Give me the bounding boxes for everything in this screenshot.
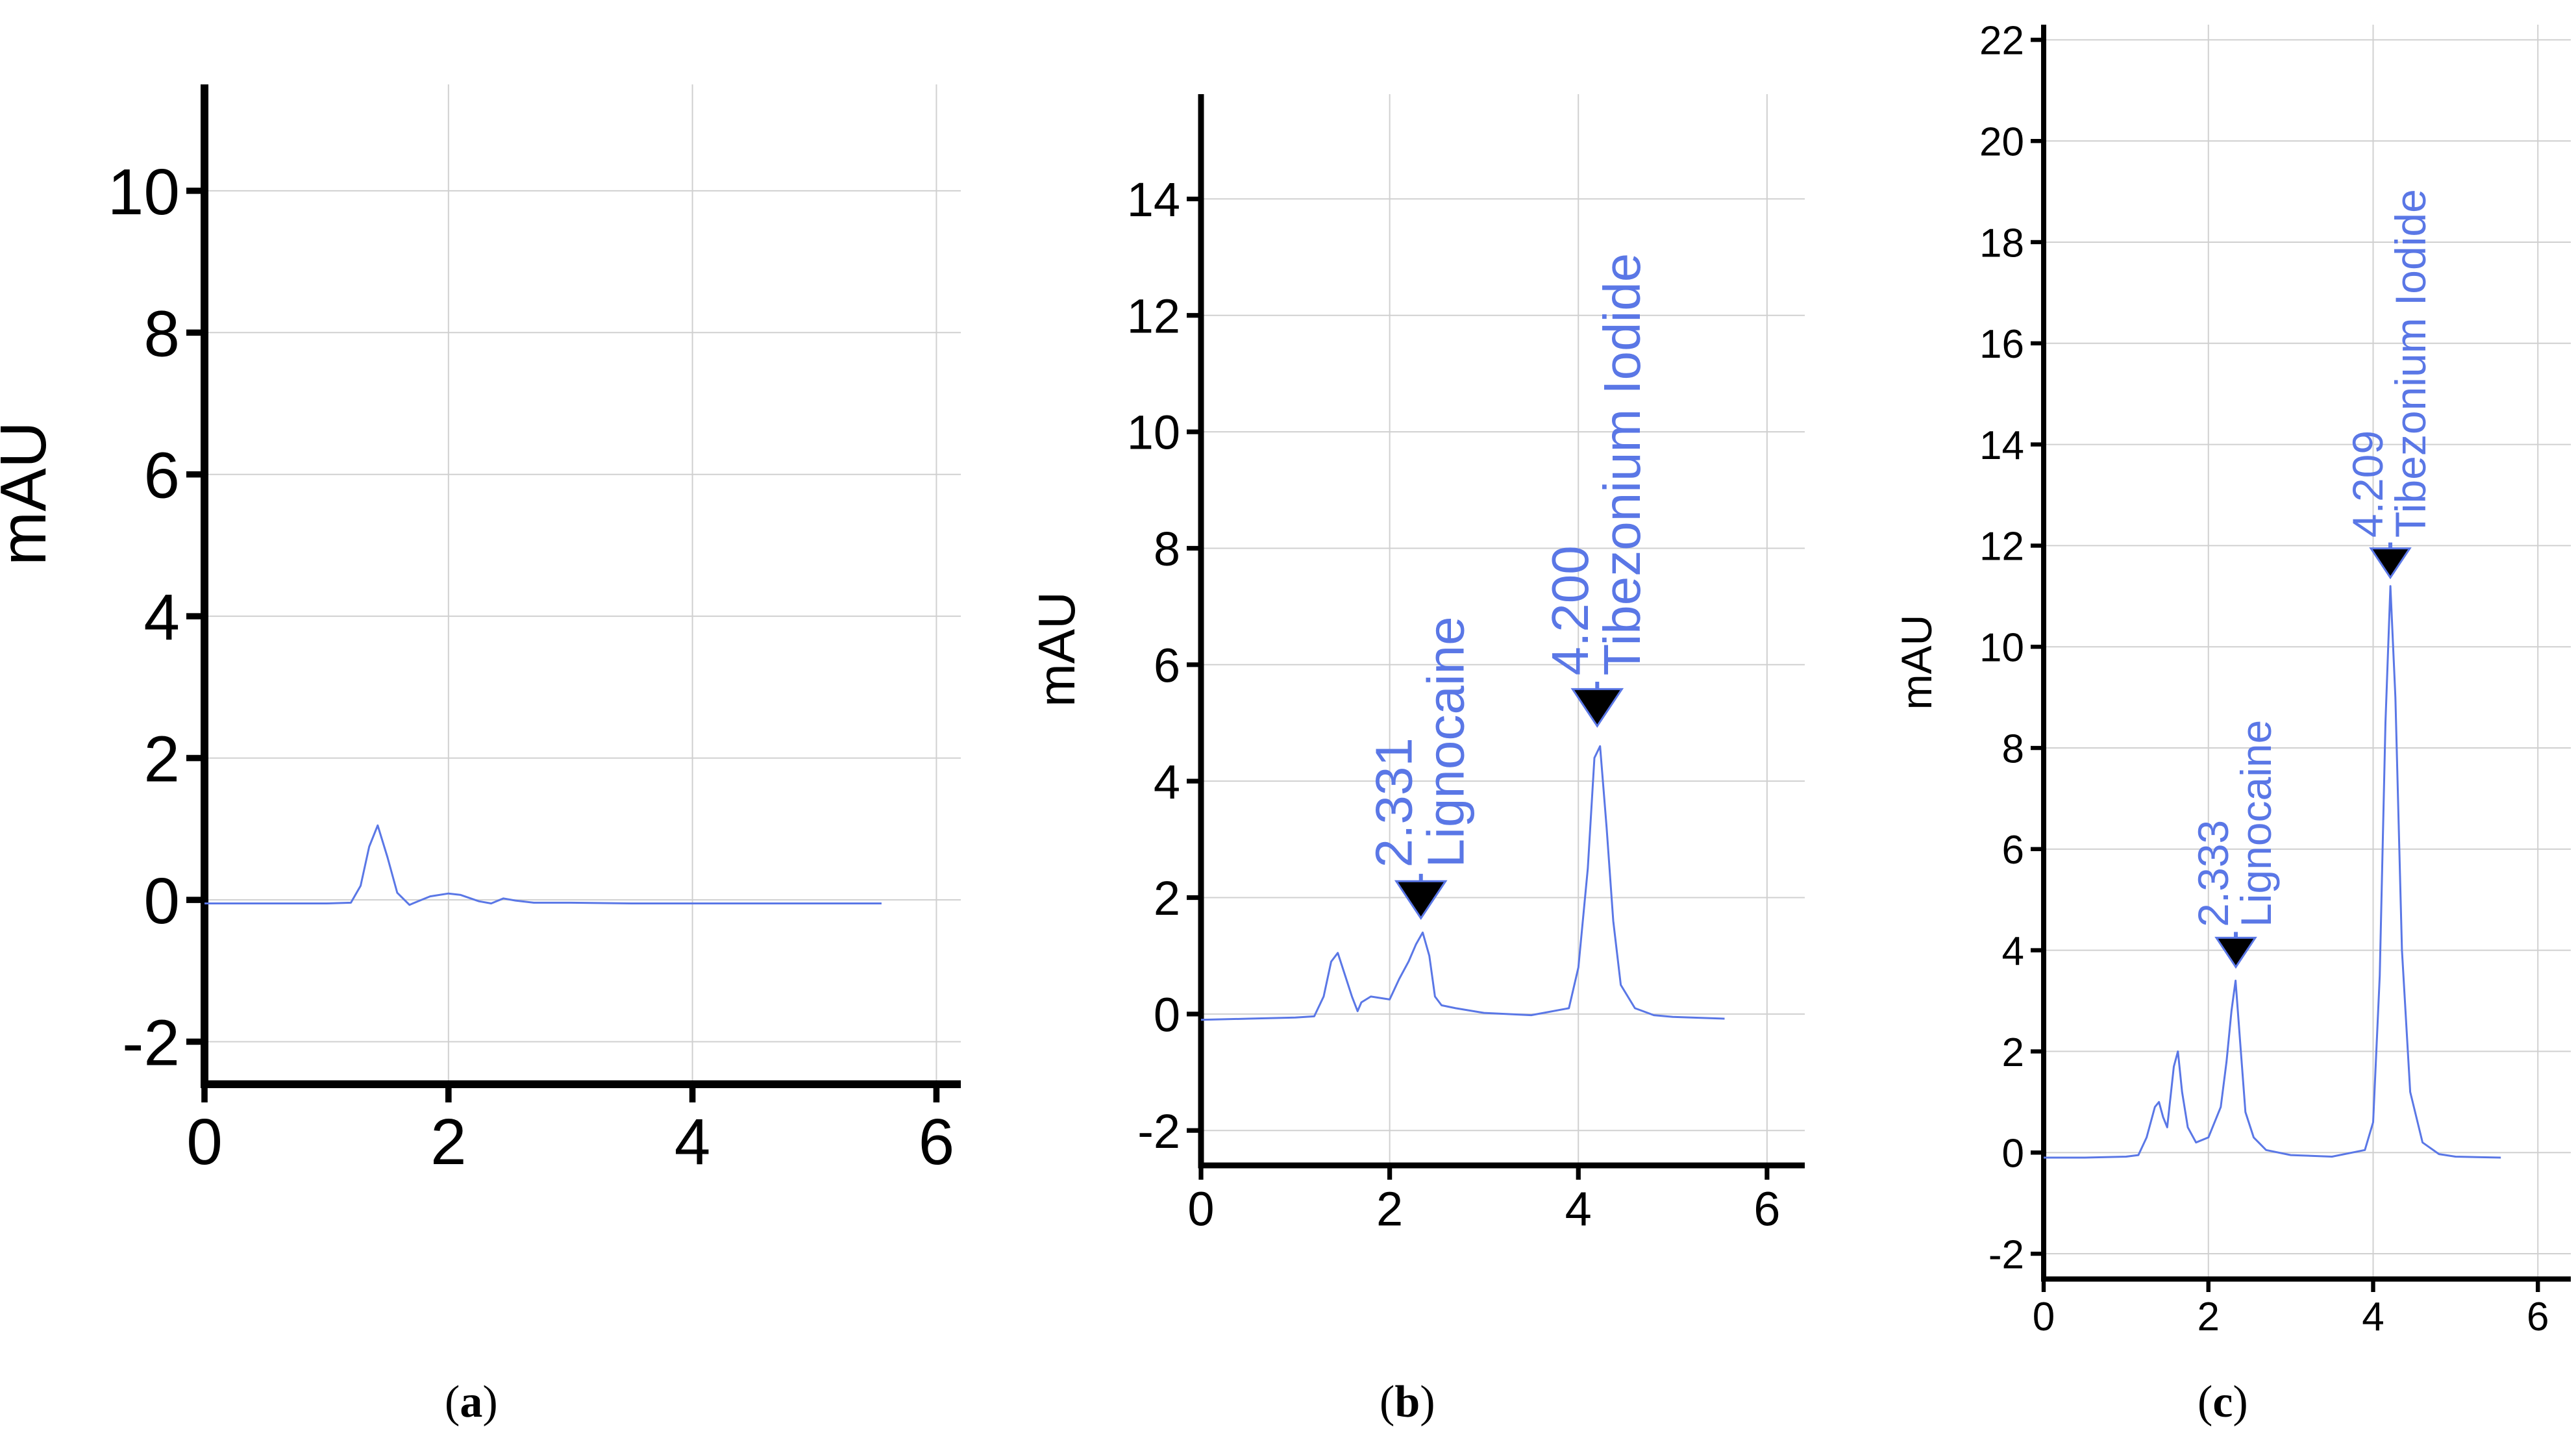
y-tick-label: -2 [122,1006,180,1079]
caption-letter-b: b [1394,1377,1420,1427]
peak-compound-label: Tibezonium Iodide [2386,189,2434,538]
y-tick-label: 6 [143,440,180,512]
chromatogram-trace [2044,585,2501,1159]
y-tick-label: 0 [143,865,180,938]
caption-letter-a: a [460,1377,483,1427]
x-tick-label: 0 [186,1106,223,1178]
peak-compound-label: Lignocaine [2232,720,2280,927]
x-tick-label: 2 [2198,1295,2220,1339]
y-tick-label: 8 [143,297,180,370]
peak-marker [1570,688,1624,728]
peak-marker [2214,936,2257,969]
y-tick-label: 12 [1979,525,2024,569]
y-tick-label: 4 [143,581,180,654]
y-tick-label: 6 [2002,828,2024,873]
caption-letter-c: c [2212,1377,2233,1427]
peak-compound-label: Lignocaine [1417,616,1474,867]
y-tick-label: 10 [108,156,180,229]
y-tick-label: 2 [143,723,180,796]
peak-marker [1394,880,1448,920]
chromatogram-trace [1200,745,1725,1021]
y-tick-label: 8 [1154,522,1180,576]
y-axis-label: mAU [0,421,60,565]
caption-a: (a) [445,1377,498,1427]
y-tick-label: 20 [1979,119,2024,164]
x-tick-label: 6 [919,1106,955,1178]
x-tick-label: 2 [430,1106,467,1178]
y-tick-label: 4 [2002,929,2024,974]
peak-retention-time-label: 2.333 [2189,820,2237,927]
y-tick-label: 8 [2002,727,2024,771]
y-tick-label: 2 [1154,871,1180,925]
y-tick-label: -2 [1988,1232,2024,1277]
x-tick-label: 4 [675,1106,711,1178]
x-tick-label: 6 [2527,1295,2549,1339]
y-tick-label: 22 [1979,19,2024,64]
y-tick-label: 14 [1979,423,2024,468]
y-tick-label: 10 [1979,626,2024,671]
y-axis-label: mAU [1028,591,1085,707]
x-tick-label: 6 [1753,1182,1780,1236]
x-tick-label: 4 [2362,1295,2384,1339]
x-tick-label: 4 [1565,1182,1592,1236]
peak-retention-time-label: 4.209 [2344,430,2392,538]
x-tick-label: 0 [2033,1295,2055,1339]
peak-compound-label: Tibezonium Iodide [1593,253,1651,676]
x-tick-label: 0 [1187,1182,1214,1236]
y-tick-label: 4 [1154,755,1180,809]
caption-b: (b) [1380,1377,1435,1427]
y-tick-label: -2 [1137,1104,1180,1158]
caption-c: (c) [2198,1377,2248,1427]
y-tick-label: 6 [1154,638,1180,692]
peak-marker [2369,547,2412,580]
y-tick-label: 12 [1127,289,1180,343]
x-tick-label: 2 [1376,1182,1403,1236]
y-tick-label: 0 [2002,1132,2024,1176]
y-tick-label: 2 [2002,1030,2024,1075]
y-tick-label: 10 [1127,406,1180,460]
y-tick-label: 18 [1979,221,2024,266]
chromatogram-trace [204,824,882,906]
peak-retention-time-label: 4.200 [1541,545,1599,675]
y-tick-label: 16 [1979,322,2024,367]
peak-retention-time-label: 2.331 [1365,738,1422,867]
y-tick-label: 0 [1154,988,1180,1041]
y-tick-label: 14 [1127,173,1180,227]
y-axis-label: mAU [1892,615,1940,710]
